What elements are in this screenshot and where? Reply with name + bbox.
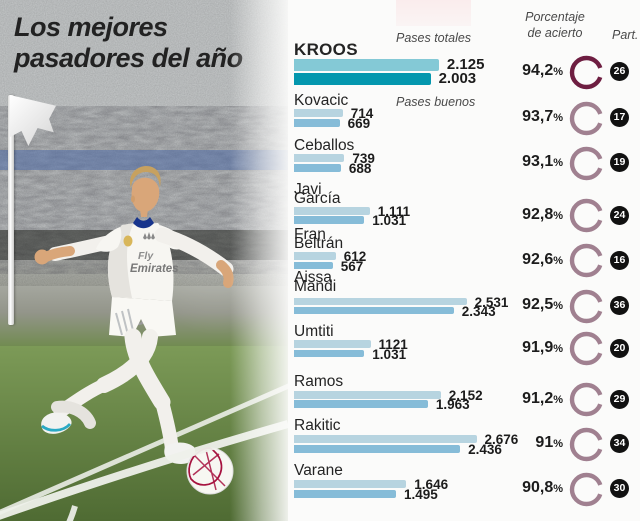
svg-text:Emirates: Emirates [130, 263, 179, 275]
svg-text:Fly: Fly [138, 250, 154, 262]
